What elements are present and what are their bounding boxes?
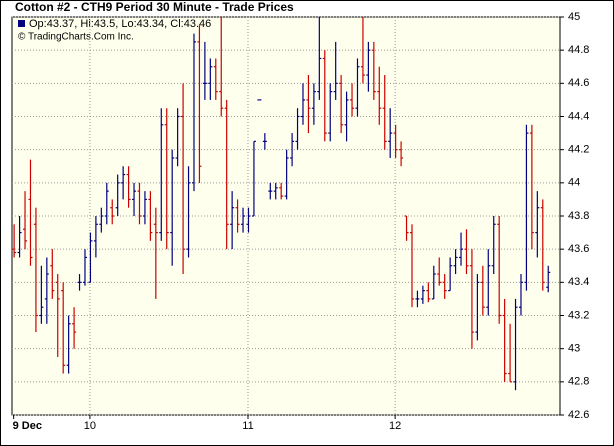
y-tick-label: 43 [568, 343, 580, 355]
y-tick-label: 45 [568, 11, 580, 23]
legend: Op:43.37, Hi:43.5, Lo:43.34, Cl:43.46 [29, 18, 211, 30]
y-tick-label: 44.4 [568, 110, 589, 122]
y-tick-label: 43.4 [568, 276, 589, 288]
y-tick-label: 43.2 [568, 309, 589, 321]
copyright: © TradingCharts.Com Inc. [18, 32, 134, 43]
y-tick-label: 44.6 [568, 77, 589, 89]
x-tick-label: 10 [84, 420, 96, 432]
y-tick-label: 43.6 [568, 243, 589, 255]
legend-swatch [18, 20, 25, 27]
x-tick-label: 12 [389, 420, 401, 432]
y-tick-label: 44 [568, 177, 580, 189]
y-tick-label: 43.8 [568, 210, 589, 222]
chart-title: Cotton #2 - CTH9 Period 30 Minute - Trad… [15, 0, 294, 14]
y-tick-label: 42.6 [568, 409, 589, 421]
y-tick-label: 42.8 [568, 376, 589, 388]
x-tick-label: 11 [242, 420, 253, 432]
y-tick-label: 44.2 [568, 144, 589, 156]
y-tick-label: 44.8 [568, 44, 589, 56]
x-tick-label: 9 Dec [13, 420, 42, 432]
